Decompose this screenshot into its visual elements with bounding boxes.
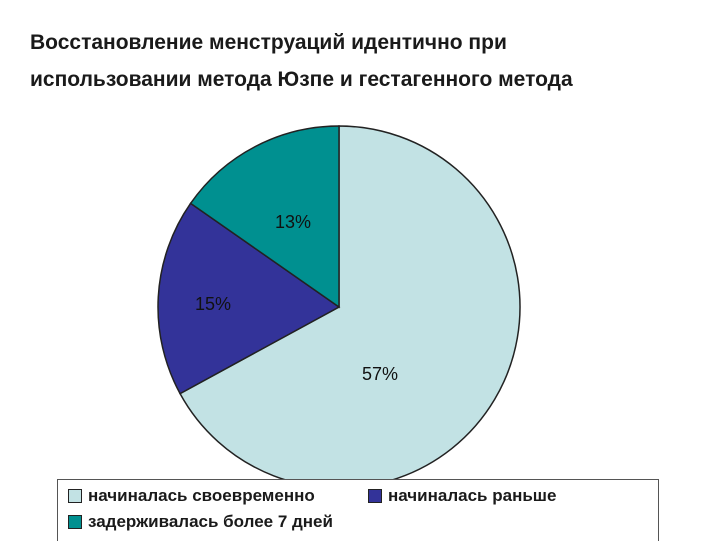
legend-label-on-time: начиналась своевременно	[88, 486, 315, 505]
chart-title: Восстановление менструаций идентично при…	[30, 24, 690, 98]
legend-item-on-time: начиналась своевременно	[68, 486, 315, 506]
pie-slice-earlier	[157, 202, 341, 395]
legend-item-earlier: начиналась раньше	[368, 486, 556, 506]
chart-legend: начиналась своевременно начиналась раньш…	[57, 479, 659, 541]
pie-slice-delayed	[189, 125, 340, 309]
pie-slice-on-time	[179, 125, 521, 480]
legend-swatch-on-time	[68, 489, 82, 503]
legend-label-earlier: начиналась раньше	[388, 486, 557, 505]
legend-label-delayed: задерживалась более 7 дней	[88, 512, 333, 531]
pie-chart: 57% 15% 13%	[157, 125, 521, 480]
legend-item-delayed: задерживалась более 7 дней	[68, 512, 333, 532]
legend-swatch-delayed	[68, 515, 82, 529]
chart-title-line-2: использовании метода Юзпе и гестагенного…	[30, 68, 573, 91]
data-label-delayed: 13%	[275, 212, 311, 232]
data-label-on-time: 57%	[362, 364, 398, 384]
chart-title-line-1: Восстановление менструаций идентично при	[30, 31, 507, 54]
data-label-earlier: 15%	[195, 294, 231, 314]
legend-swatch-earlier	[368, 489, 382, 503]
